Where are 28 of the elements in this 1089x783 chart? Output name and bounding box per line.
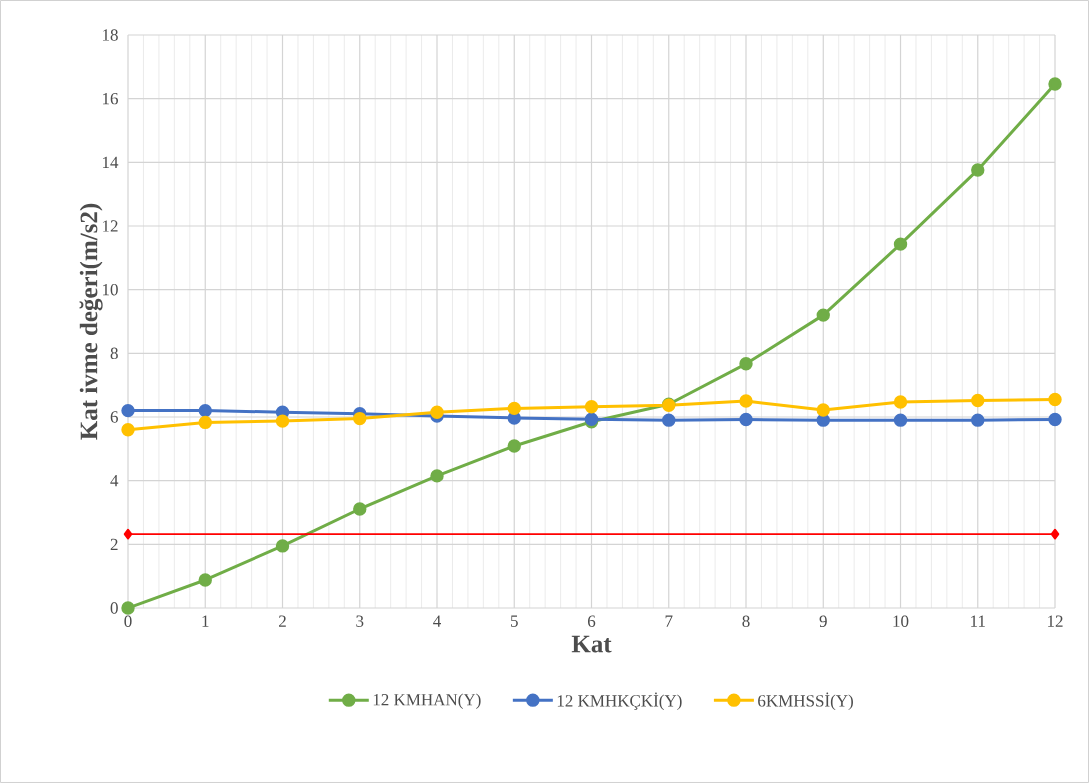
- legend-label: 6KMHSSİ(Y): [758, 692, 853, 711]
- x-tick-label: 2: [279, 615, 286, 627]
- x-tick-label: 7: [665, 615, 673, 627]
- x-tick-label: 0: [124, 615, 132, 627]
- x-tick-label: 8: [742, 615, 750, 627]
- legend-label: 12 KMHAN(Y): [373, 693, 481, 709]
- y-tick-label: 18: [102, 29, 118, 41]
- x-tick-label: 1: [202, 615, 209, 627]
- y-tick-label: 8: [110, 347, 118, 360]
- y-tick-label: 14: [102, 156, 119, 168]
- x-tick-label: 6: [588, 615, 596, 627]
- x-tick-label: 9: [819, 615, 827, 627]
- legend-label: 12 KMHKÇKİ(Y): [557, 692, 682, 711]
- x-tick-label: 5: [511, 615, 518, 627]
- x-tick-label: 3: [356, 615, 364, 627]
- x-axis-title: Kat: [571, 635, 612, 653]
- x-tick-label: 11: [971, 615, 985, 627]
- x-tick-label: 4: [433, 615, 441, 627]
- y-tick-label: 12: [102, 220, 118, 232]
- y-tick-label: 16: [102, 92, 118, 105]
- y-tick-label: 4: [110, 475, 119, 487]
- x-tick-label: 12: [1048, 615, 1063, 627]
- y-tick-label: 6: [110, 411, 118, 423]
- y-tick-label: 10: [102, 283, 118, 296]
- y-tick-label: 2: [110, 538, 118, 550]
- y-tick-label: 0: [110, 602, 118, 614]
- y-axis-title: Kat ivme değeri(m/s2): [79, 203, 103, 440]
- x-tick-label: 10: [893, 615, 909, 627]
